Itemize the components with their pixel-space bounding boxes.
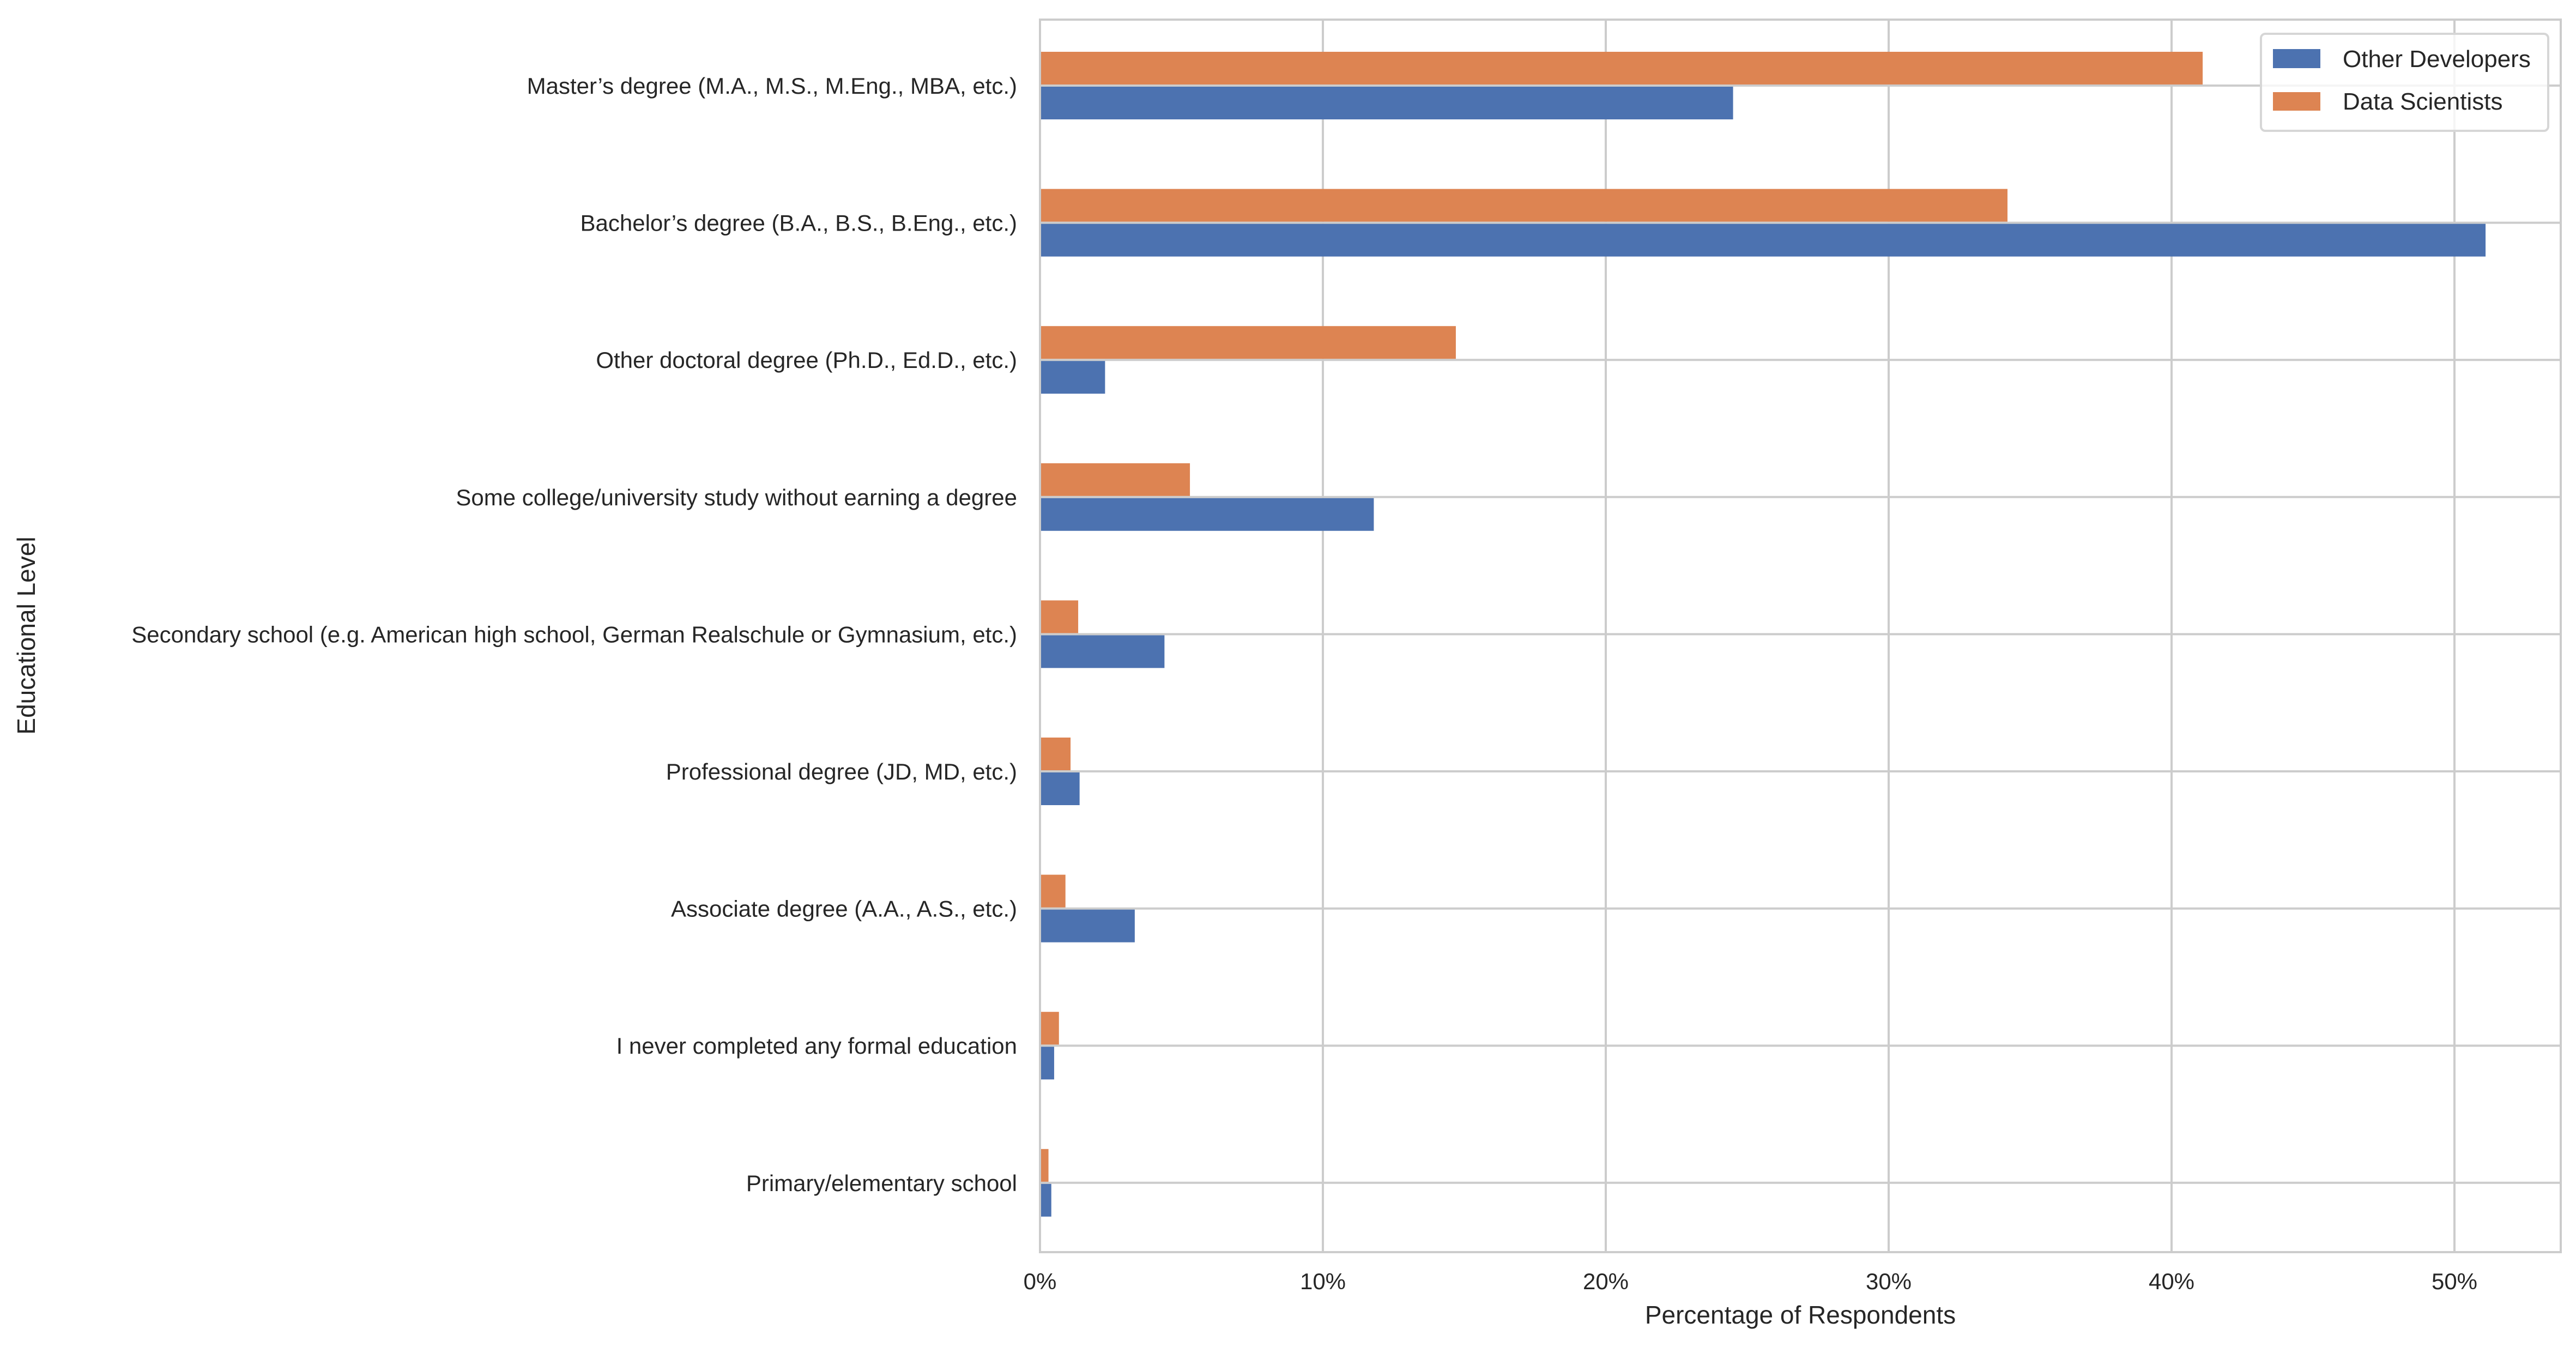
bar-other-developers	[1040, 909, 1135, 943]
y-tick-label: Primary/elementary school	[746, 1170, 1017, 1196]
legend-swatch-other-developers	[2273, 49, 2320, 68]
bar-other-developers	[1040, 772, 1080, 805]
legend-box	[2260, 33, 2549, 132]
x-tick-label: 0%	[1024, 1269, 1057, 1294]
bar-data-scientists	[1040, 326, 1456, 359]
legend-label-other-developers: Other Developers	[2343, 46, 2531, 73]
bar-data-scientists	[1040, 1149, 1049, 1182]
legend: Other Developers Data Scientists	[2260, 33, 2549, 132]
legend-label-data-scientists: Data Scientists	[2343, 88, 2502, 115]
x-tick-label: 10%	[1300, 1269, 1346, 1294]
x-tick-label: 50%	[2432, 1269, 2477, 1294]
x-axis-label: Percentage of Respondents	[1645, 1301, 1956, 1329]
y-tick-label: Professional degree (JD, MD, etc.)	[666, 759, 1017, 784]
y-tick-label: Secondary school (e.g. American high sch…	[131, 621, 1017, 647]
y-tick-label: Bachelor’s degree (B.A., B.S., B.Eng., e…	[580, 210, 1017, 236]
y-tick-label: Other doctoral degree (Ph.D., Ed.D., etc…	[596, 347, 1017, 373]
bar-data-scientists	[1040, 738, 1071, 770]
legend-swatch-data-scientists	[2273, 92, 2320, 111]
y-tick-label: Some college/university study without ea…	[456, 485, 1017, 510]
y-axis-label: Educational Level	[12, 536, 40, 734]
bar-other-developers	[1040, 87, 1733, 119]
y-tick-labels: Master’s degree (M.A., M.S., M.Eng., MBA…	[131, 73, 1017, 1196]
x-tick-label: 40%	[2149, 1269, 2194, 1294]
bar-other-developers	[1040, 224, 2486, 257]
bar-data-scientists	[1040, 52, 2203, 84]
bar-other-developers	[1040, 635, 1165, 668]
bar-other-developers	[1040, 361, 1105, 394]
bar-other-developers	[1040, 498, 1374, 531]
y-tick-label: Master’s degree (M.A., M.S., M.Eng., MBA…	[527, 73, 1017, 99]
y-tick-label: Associate degree (A.A., A.S., etc.)	[671, 896, 1017, 922]
bar-other-developers	[1040, 1047, 1054, 1080]
bar-data-scientists	[1040, 600, 1079, 633]
x-tick-label: 20%	[1583, 1269, 1629, 1294]
bar-data-scientists	[1040, 1012, 1059, 1045]
bar-data-scientists	[1040, 874, 1066, 908]
x-tick-labels: 0% 10% 20% 30% 40% 50%	[1024, 1269, 2477, 1294]
bars	[1040, 52, 2486, 1217]
bar-other-developers	[1040, 1183, 1051, 1217]
bar-data-scientists	[1040, 463, 1190, 496]
bar-data-scientists	[1040, 189, 2007, 222]
plot-frame	[1039, 19, 2562, 1253]
y-tick-label: I never completed any formal education	[616, 1033, 1017, 1059]
x-tick-label: 30%	[1866, 1269, 1912, 1294]
